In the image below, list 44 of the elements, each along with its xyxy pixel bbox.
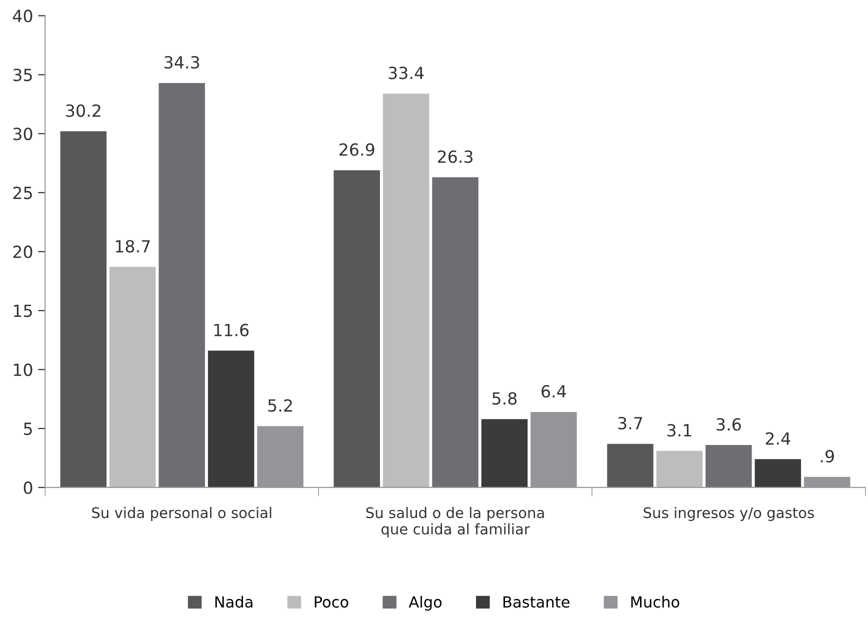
bar <box>158 82 205 488</box>
bar <box>60 131 107 488</box>
data-label: 5.8 <box>492 392 517 405</box>
data-label: .9 <box>820 450 834 463</box>
x-tick-label: Sus ingresos y/o gastos <box>644 506 814 522</box>
data-label: 2.4 <box>766 432 790 445</box>
bar <box>110 266 156 488</box>
bar <box>382 94 430 488</box>
data-label: 18.7 <box>116 240 150 253</box>
data-label: 33.4 <box>388 66 424 80</box>
bar <box>208 350 254 488</box>
y-tick-label: 10 <box>14 364 32 376</box>
y-tick-label: 25 <box>13 186 32 200</box>
data-label: 5.2 <box>268 399 292 412</box>
legend-label: Mucho <box>631 596 680 608</box>
legend-label: Algo <box>408 596 442 611</box>
data-label: 34.3 <box>164 56 200 69</box>
bar <box>432 177 478 488</box>
data-label: 3.7 <box>618 416 642 430</box>
legend-label: Bastante <box>503 596 570 608</box>
data-label: 30.2 <box>66 104 100 117</box>
y-tick-label: 5 <box>24 422 32 436</box>
bar <box>481 419 528 488</box>
x-tick-label: Su salud o de la persona que cuida al familiar <box>366 506 544 538</box>
y-tick-label: 0 <box>24 481 32 494</box>
y-tick-label: 40 <box>12 10 32 22</box>
data-label: 3.1 <box>667 424 692 437</box>
y-tick-label: 35 <box>13 68 32 82</box>
data-label: 3.6 <box>716 418 741 431</box>
data-label: 11.6 <box>214 324 249 336</box>
legend-label: Nada <box>215 596 252 608</box>
bar <box>656 450 703 488</box>
data-label: 6.4 <box>542 385 566 398</box>
y-tick-label: 15 <box>14 304 32 318</box>
bar <box>607 444 654 488</box>
y-tick-label: 30 <box>13 128 32 140</box>
x-tick-label: Su vida personal o social <box>92 506 272 522</box>
bar <box>706 445 752 488</box>
legend-label: Poco <box>314 596 348 608</box>
data-label: 26.3 <box>438 150 472 163</box>
bar <box>754 459 802 488</box>
data-label: 26.9 <box>340 143 374 156</box>
y-tick-label: 20 <box>13 246 32 258</box>
bar <box>334 170 380 488</box>
